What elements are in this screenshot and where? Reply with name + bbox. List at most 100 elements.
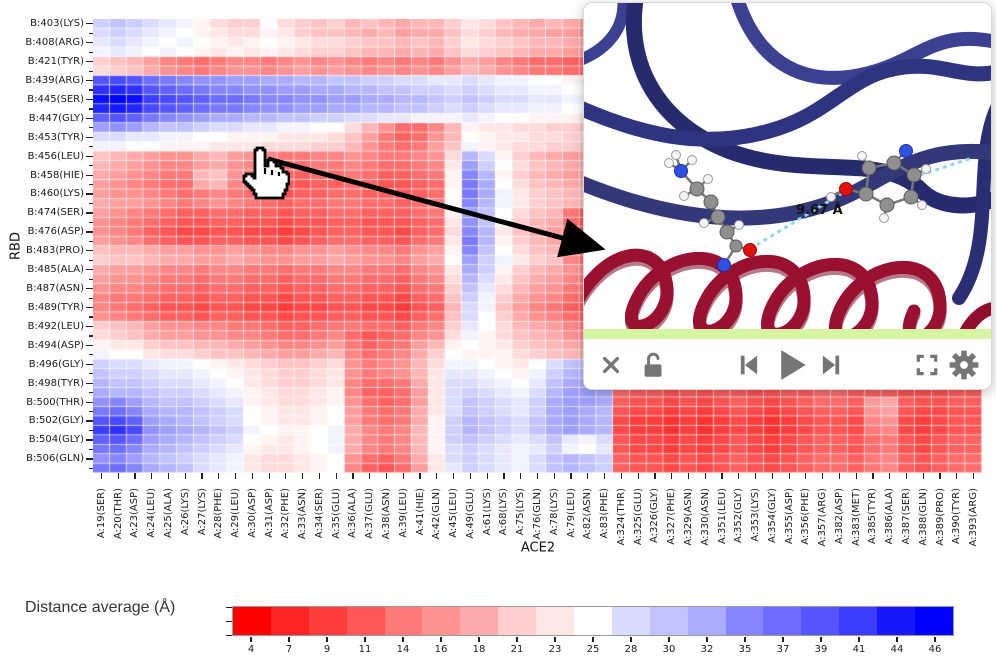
x-axis-tick <box>268 473 270 479</box>
molecular-viewer-scene[interactable]: 9.67 Å <box>584 3 992 329</box>
y-tick-label: B:487(ASN) <box>26 283 84 295</box>
skip-previous-button[interactable] <box>731 347 767 383</box>
y-tick-label: B:458(HIE) <box>30 169 84 181</box>
x-axis-tick <box>738 473 740 479</box>
x-tick-label-text: A:326(GLY) <box>649 488 661 544</box>
y-axis-tick <box>86 193 93 195</box>
colorbar-minor-tick <box>226 634 232 636</box>
x-tick-label-text: A:83(PHE) <box>599 488 611 539</box>
x-axis-tick <box>788 473 790 479</box>
colorbar-tick-label: 4 <box>247 644 255 655</box>
x-tick-label-text: A:75(LYS) <box>515 488 527 536</box>
colorbar-segment <box>270 607 309 635</box>
y-axis-tick <box>89 373 93 375</box>
x-tick-label-text: A:32(PHE) <box>280 488 292 539</box>
colorbar-segment <box>915 607 953 635</box>
x-tick-label-text: A:382(ASP) <box>833 488 845 545</box>
y-axis-tick <box>89 146 93 148</box>
y-tick-label: B:453(TYR) <box>27 131 84 143</box>
x-axis-tick <box>218 473 220 479</box>
x-tick-label-text: A:353(LYS) <box>750 488 762 542</box>
x-axis-tick <box>956 473 958 479</box>
trajectory-progress-bar[interactable] <box>584 329 991 339</box>
colorbar-tick-label: 23 <box>548 644 562 655</box>
y-axis-tick <box>86 458 93 460</box>
x-axis-tick <box>687 473 690 479</box>
x-axis-tick <box>905 473 908 479</box>
colorbar-tick <box>592 637 594 642</box>
y-axis-tick <box>89 278 93 280</box>
x-axis-tick <box>469 473 471 479</box>
colorbar-tick <box>364 637 366 642</box>
colorbar-tick-label: 14 <box>396 644 410 655</box>
colorbar-title: Distance average (Å) <box>25 599 176 616</box>
x-tick-label-text: A:35(GLU) <box>330 488 342 539</box>
x-tick-label-text: A:24(LEU) <box>146 488 158 538</box>
colorbar-segment <box>384 607 423 635</box>
x-tick-label-text: A:28(PHE) <box>213 488 225 539</box>
x-tick-label-text: A:20(THR) <box>112 488 124 540</box>
colorbar-segment <box>536 607 575 635</box>
y-axis-tick <box>89 127 93 129</box>
x-axis-tick <box>587 473 589 479</box>
y-axis-tick <box>86 117 93 119</box>
y-axis-tick <box>89 392 93 394</box>
x-axis-tick <box>285 473 287 479</box>
x-tick-label-text: A:330(ASN) <box>699 488 711 546</box>
colorbar-tick-label: 11 <box>358 644 372 655</box>
viewer-panel: 9.67 Å <box>583 2 992 390</box>
colorbar-segment <box>801 607 840 635</box>
colorbar-tick <box>630 637 632 642</box>
x-axis-tick <box>234 473 237 479</box>
x-tick-label-text: A:354(GLY) <box>766 488 778 544</box>
y-tick-label: B:456(LEU) <box>27 150 84 162</box>
x-tick-label-text: A:36(ALA) <box>347 488 359 539</box>
x-tick-label-text: A:37(GLU) <box>364 488 376 539</box>
y-axis-tick <box>86 250 93 252</box>
colorbar-tick <box>782 637 784 642</box>
colorbar <box>232 606 954 636</box>
y-axis-tick <box>89 221 93 224</box>
x-tick-label-text: A:355(ASP) <box>783 488 795 545</box>
settings-button[interactable] <box>945 346 983 384</box>
lock-toggle-button[interactable] <box>634 347 670 383</box>
colorbar-segment <box>346 607 385 635</box>
colorbar-segment <box>839 607 878 635</box>
fullscreen-button[interactable] <box>909 347 945 383</box>
y-axis-tick <box>86 439 93 441</box>
y-axis-tick <box>86 155 93 157</box>
colorbar-tick-label: 39 <box>814 644 828 655</box>
x-axis-tick <box>889 473 891 479</box>
y-axis-tick <box>86 269 93 271</box>
x-tick-label-text: A:351(LEU) <box>716 488 728 545</box>
x-axis-tick <box>352 473 354 479</box>
x-axis-tick <box>637 473 639 479</box>
y-axis-title: RBD <box>8 232 24 260</box>
x-tick-label-text: A:25(ALA) <box>162 488 174 539</box>
colorbar-tick-label: 30 <box>662 644 676 655</box>
colorbar-tick-label: 32 <box>700 644 714 655</box>
x-axis-tick <box>486 473 488 479</box>
x-tick-label-text: A:39(LEU) <box>397 488 409 538</box>
y-axis-tick <box>86 61 93 63</box>
x-tick-label-text: A:38(ASN) <box>381 488 393 540</box>
y-axis-tick <box>89 335 93 337</box>
colorbar-tick <box>744 637 746 642</box>
x-axis-tick <box>939 473 941 479</box>
close-button[interactable] <box>594 348 628 382</box>
colorbar-tick-label: 44 <box>890 644 904 655</box>
x-axis-title: ACE2 <box>520 540 556 556</box>
y-axis-tick <box>89 411 93 413</box>
colorbar-segment <box>877 607 916 635</box>
y-tick-label: B:403(LYS) <box>30 18 84 30</box>
x-tick-label-text: A:68(LYS) <box>498 488 510 536</box>
play-button[interactable] <box>767 342 813 388</box>
colorbar-tick <box>820 637 822 642</box>
y-axis-tick <box>86 174 93 176</box>
x-axis-tick <box>620 473 622 479</box>
viewer-toolbar <box>584 339 991 389</box>
y-tick-label: B:489(TYR) <box>27 301 84 313</box>
skip-next-button[interactable] <box>813 347 849 383</box>
y-axis-tick <box>89 184 93 186</box>
